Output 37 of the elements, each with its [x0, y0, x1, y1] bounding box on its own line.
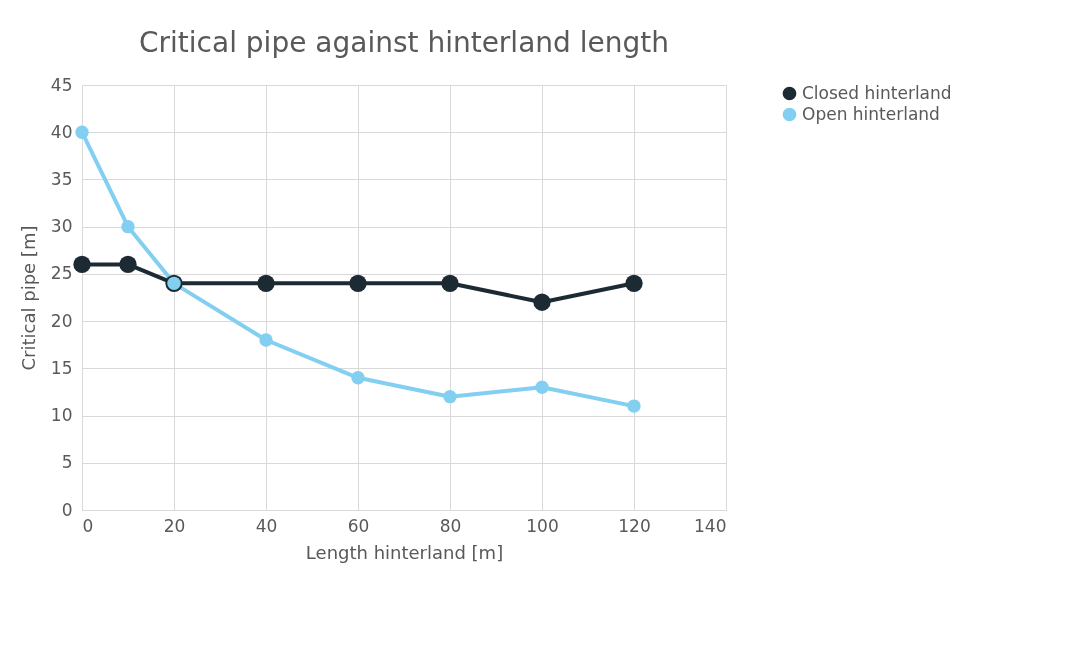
y-tick-label: 15 — [50, 357, 73, 378]
point — [443, 389, 457, 404]
legend-label: Open hinterland — [802, 103, 940, 124]
y-tick-label: 40 — [50, 121, 73, 142]
x-tick-label: 60 — [347, 515, 370, 536]
point — [625, 274, 643, 292]
y-tick-label: 35 — [50, 168, 73, 189]
point — [349, 274, 367, 292]
point — [533, 293, 551, 311]
x-tick-label: 40 — [255, 515, 278, 536]
y-tick-label: 0 — [61, 499, 73, 520]
point — [351, 371, 365, 385]
chart-title: Critical pipe against hinterland length — [139, 26, 669, 59]
point — [257, 274, 275, 292]
point — [121, 219, 135, 234]
x-tick-label: 0 — [82, 515, 94, 536]
point — [627, 399, 641, 413]
x-tick-label: 120 — [618, 515, 651, 536]
x-tick-label: 100 — [526, 515, 559, 536]
point — [441, 274, 459, 292]
y-axis-title: Critical pipe [m] — [17, 225, 39, 371]
y-tick-label: 25 — [50, 263, 73, 284]
legend-label: Closed hinterland — [802, 82, 952, 103]
point — [535, 380, 549, 394]
point — [75, 125, 89, 139]
y-tick-label: 30 — [50, 216, 73, 237]
point — [259, 333, 273, 347]
x-tick-label: 20 — [163, 515, 186, 536]
x-tick-label: 140 — [694, 515, 727, 536]
y-tick-label: 45 — [50, 74, 73, 95]
y-tick-label: 5 — [61, 452, 73, 473]
y-tick-label: 10 — [50, 405, 73, 426]
point — [119, 255, 137, 274]
point — [73, 255, 91, 274]
x-tick-label: 80 — [439, 515, 462, 536]
y-tick-label: 20 — [50, 310, 73, 331]
x-axis-title: Length hinterland [m] — [305, 541, 504, 563]
